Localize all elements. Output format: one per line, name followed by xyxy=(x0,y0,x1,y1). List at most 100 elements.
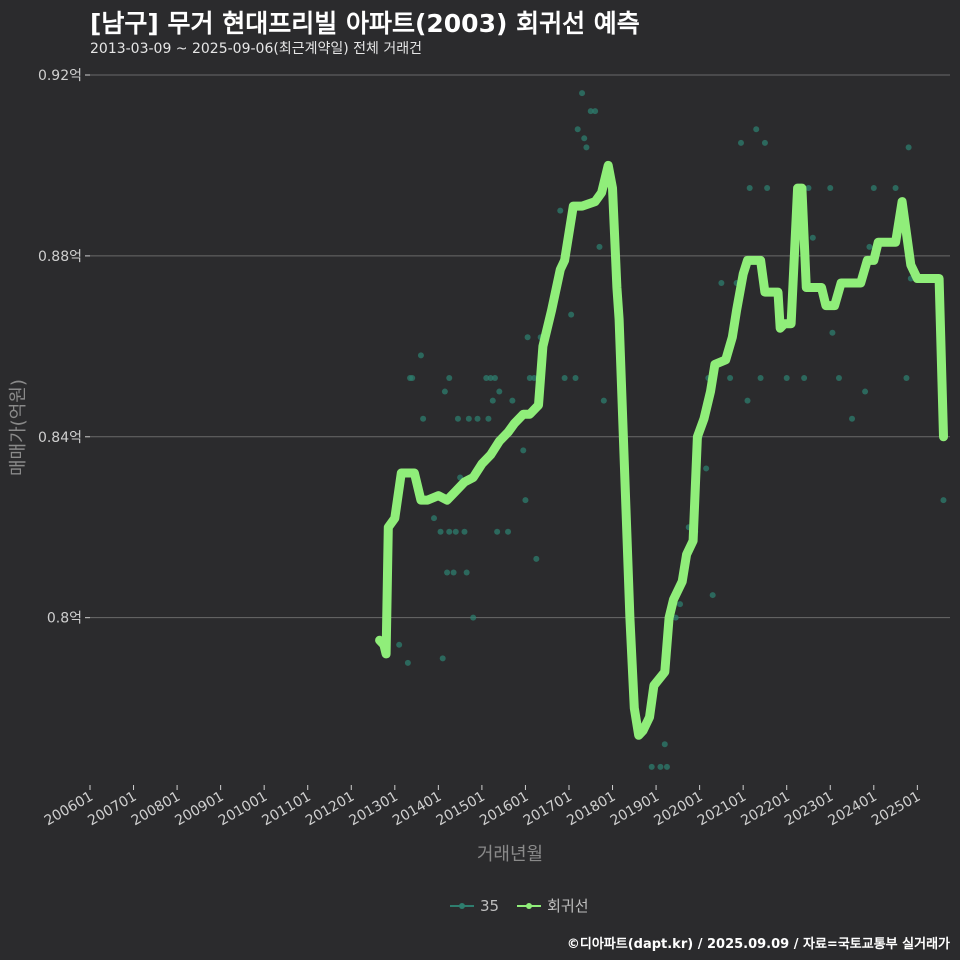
scatter-point xyxy=(737,139,744,146)
x-tick-label: 202301 xyxy=(782,789,836,830)
scatter-point xyxy=(581,135,588,142)
scatter-point xyxy=(574,126,581,133)
grid-lines xyxy=(90,74,950,619)
scatter-series-35 xyxy=(396,90,947,770)
regression-line xyxy=(375,160,948,740)
scatter-point xyxy=(444,569,451,576)
x-tick-label: 201401 xyxy=(390,789,444,830)
regression-series xyxy=(375,160,948,740)
scatter-point xyxy=(470,614,477,621)
scatter-point xyxy=(757,374,764,381)
scatter-point xyxy=(587,108,594,115)
scatter-point xyxy=(746,185,753,192)
y-axis-ticks: 0.8억 0.84억 0.88억 0.92억 xyxy=(38,68,90,627)
x-tick-label: 200901 xyxy=(172,789,226,830)
scatter-point xyxy=(805,185,812,192)
scatter-point xyxy=(657,763,664,770)
scatter-point xyxy=(801,374,808,381)
x-tick-label: 202001 xyxy=(651,789,705,830)
scatter-point xyxy=(409,374,416,381)
y-tick-label: 0.88억 xyxy=(38,249,82,265)
legend-label-regression: 회귀선 xyxy=(547,897,589,915)
scatter-point xyxy=(446,374,453,381)
chart-subtitle: 2013-03-09 ~ 2025-09-06(최근계약일) 전체 거래건 xyxy=(90,41,422,57)
scatter-point xyxy=(672,614,679,621)
y-axis-label: 매매가(억원) xyxy=(8,379,29,476)
scatter-point xyxy=(454,415,461,422)
scatter-point xyxy=(522,497,529,504)
x-tick-label: 200801 xyxy=(129,789,183,830)
scatter-point xyxy=(461,528,468,535)
legend-key-regression xyxy=(517,896,542,916)
x-tick-label: 201301 xyxy=(347,789,401,830)
x-tick-label: 202501 xyxy=(869,789,923,830)
x-tick-label: 201101 xyxy=(259,789,313,830)
scatter-point xyxy=(524,334,531,341)
x-tick-label: 201801 xyxy=(564,789,618,830)
scatter-point xyxy=(592,108,599,115)
scatter-point xyxy=(431,515,437,522)
scatter-point xyxy=(446,528,453,535)
scatter-point xyxy=(596,243,603,250)
x-tick-label: 201601 xyxy=(477,789,531,830)
scatter-point xyxy=(870,185,877,192)
scatter-point xyxy=(727,374,734,381)
scatter-point xyxy=(496,388,503,395)
scatter-point xyxy=(396,641,403,648)
scatter-point xyxy=(940,497,947,504)
legend-key-35 xyxy=(450,896,474,916)
scatter-point xyxy=(526,374,533,381)
y-tick-label: 0.92억 xyxy=(38,68,82,84)
scatter-point xyxy=(439,655,446,662)
scatter-point xyxy=(441,388,448,395)
scatter-point xyxy=(677,601,684,608)
scatter-point xyxy=(489,397,496,404)
scatter-point xyxy=(452,528,459,535)
scatter-point xyxy=(835,374,842,381)
x-tick-label: 201001 xyxy=(216,789,270,830)
scatter-point xyxy=(709,592,716,599)
x-tick-label: 200701 xyxy=(85,789,139,830)
scatter-point xyxy=(463,569,470,576)
scatter-point xyxy=(579,90,586,97)
x-tick-label: 202401 xyxy=(826,789,880,830)
x-tick-label: 201501 xyxy=(434,789,488,830)
scatter-point xyxy=(437,528,444,535)
scatter-point xyxy=(417,352,424,359)
scatter-point xyxy=(568,311,575,318)
scatter-point xyxy=(663,763,670,770)
y-tick-label: 0.84억 xyxy=(38,430,82,446)
scatter-point xyxy=(404,659,411,666)
scatter-point xyxy=(557,207,564,214)
scatter-point xyxy=(703,465,710,472)
scatter-point xyxy=(494,528,501,535)
x-tick-label: 200601 xyxy=(42,789,96,830)
x-axis-label: 거래년월 xyxy=(476,844,544,865)
scatter-point xyxy=(862,388,869,395)
scatter-point xyxy=(483,374,490,381)
scatter-point xyxy=(849,415,856,422)
scatter-point xyxy=(520,447,527,454)
scatter-point xyxy=(783,374,790,381)
scatter-point xyxy=(487,374,494,381)
x-tick-label: 201201 xyxy=(303,789,357,830)
scatter-point xyxy=(561,374,568,381)
x-tick-label: 201701 xyxy=(521,789,575,830)
scatter-point xyxy=(583,144,590,151)
scatter-point xyxy=(505,528,512,535)
scatter-point xyxy=(600,397,607,404)
scatter-point xyxy=(827,185,834,192)
scatter-point xyxy=(420,415,427,422)
scatter-point xyxy=(905,144,912,151)
scatter-point xyxy=(485,415,492,422)
x-tick-label: 202201 xyxy=(738,789,792,830)
scatter-point xyxy=(533,555,540,562)
y-tick-label: 0.8억 xyxy=(47,611,82,627)
scatter-point xyxy=(572,374,579,381)
scatter-point xyxy=(450,569,457,576)
scatter-point xyxy=(509,397,516,404)
x-tick-label: 201901 xyxy=(608,789,662,830)
scatter-point xyxy=(903,374,910,381)
legend-label-35: 35 xyxy=(480,896,500,915)
